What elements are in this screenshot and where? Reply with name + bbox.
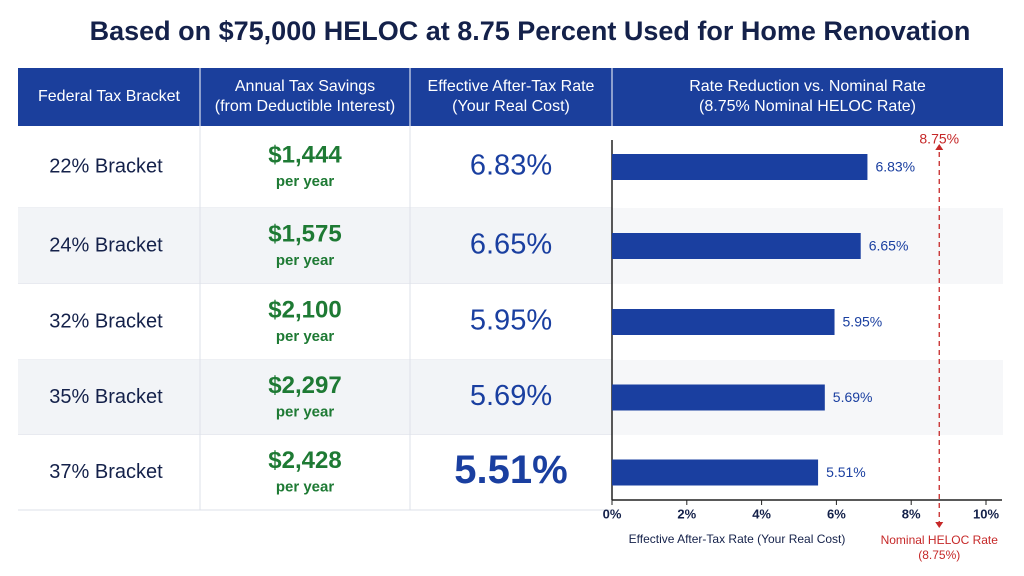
header-label: Effective After-Tax Rate — [428, 78, 595, 95]
x-tick-label: 6% — [827, 506, 846, 521]
effective-rate: 5.51% — [454, 448, 567, 492]
bar-value-label: 5.51% — [826, 464, 866, 480]
bar-value-label: 6.65% — [869, 238, 909, 254]
table-row — [18, 208, 612, 284]
header-label: Annual Tax Savings — [235, 78, 375, 95]
period: per year — [276, 403, 335, 420]
x-tick-label: 8% — [902, 506, 921, 521]
bar — [612, 154, 868, 180]
page-title: Based on $75,000 HELOC at 8.75 Percent U… — [90, 16, 971, 46]
x-tick-label: 10% — [973, 506, 999, 521]
bracket: 37% Bracket — [49, 461, 163, 483]
savings: $2,297 — [268, 372, 341, 399]
period: per year — [276, 252, 335, 269]
header-label: (8.75% Nominal HELOC Rate) — [699, 98, 916, 115]
x-tick-label: 2% — [677, 506, 696, 521]
header-label: (Your Real Cost) — [452, 98, 570, 115]
effective-rate: 5.95% — [470, 305, 552, 337]
bar-value-label: 5.69% — [833, 389, 873, 405]
bracket: 35% Bracket — [49, 386, 163, 408]
reference-note: Nominal HELOC Rate — [881, 533, 999, 547]
table-row — [18, 360, 612, 435]
savings: $2,100 — [268, 296, 341, 323]
bar-value-label: 6.83% — [875, 159, 915, 175]
effective-rate: 6.65% — [470, 229, 552, 261]
bracket: 22% Bracket — [49, 155, 163, 177]
table-row — [18, 435, 612, 510]
effective-rate: 6.83% — [470, 150, 552, 182]
savings: $2,428 — [268, 447, 341, 474]
x-axis-label: Effective After-Tax Rate (Your Real Cost… — [629, 532, 846, 546]
savings: $1,444 — [268, 141, 342, 168]
bar — [612, 459, 819, 486]
bar — [612, 384, 825, 411]
header-label: Rate Reduction vs. Nominal Rate — [689, 78, 926, 95]
reference-label: 8.75% — [919, 131, 959, 147]
table-row — [18, 126, 612, 208]
reference-note: (8.75%) — [918, 548, 960, 562]
table-row — [18, 284, 612, 360]
header-label: Federal Tax Bracket — [38, 88, 181, 105]
period: per year — [276, 328, 335, 345]
x-tick-label: 4% — [752, 506, 771, 521]
period: per year — [276, 173, 335, 190]
bracket: 24% Bracket — [49, 234, 163, 256]
period: per year — [276, 478, 335, 495]
bar-value-label: 5.95% — [843, 314, 883, 330]
x-tick-label: 0% — [603, 506, 622, 521]
bracket: 32% Bracket — [49, 310, 163, 332]
effective-rate: 5.69% — [470, 380, 552, 412]
bar — [612, 233, 861, 259]
bar — [612, 309, 835, 335]
table-header — [18, 68, 1003, 126]
header-label: (from Deductible Interest) — [215, 98, 396, 115]
savings: $1,575 — [268, 220, 341, 247]
